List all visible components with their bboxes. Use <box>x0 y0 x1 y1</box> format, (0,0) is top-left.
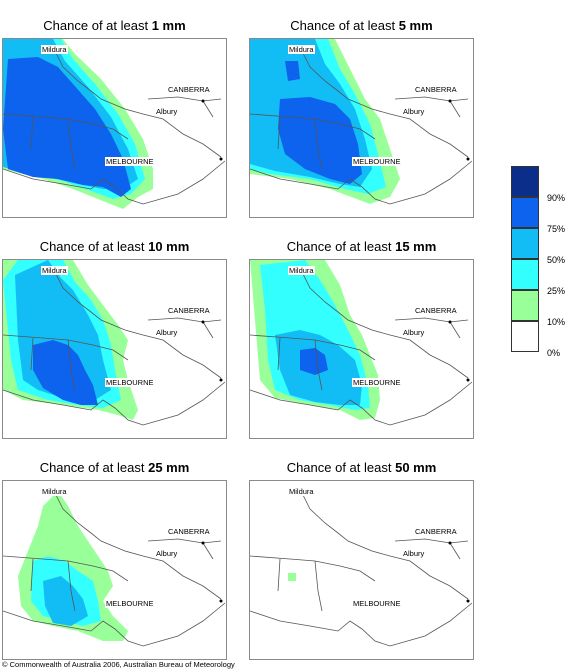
map-svg <box>3 39 226 209</box>
panel-title: Chance of at least 1 mm <box>43 18 186 33</box>
legend-swatch-25 <box>511 259 539 290</box>
legend-label-90: 90% <box>547 193 566 203</box>
legend-swatch-75 <box>511 197 539 228</box>
city-label-canberra: CANBERRA <box>414 85 458 94</box>
map-svg <box>250 492 473 647</box>
probability-fill <box>250 39 400 204</box>
rainfall-map-5mm: Mildura CANBERRA Albury MELBOURNE <box>249 38 474 218</box>
city-label-melbourne: MELBOURNE <box>352 378 402 387</box>
state-borders <box>250 492 473 647</box>
city-label-canberra: CANBERRA <box>414 306 458 315</box>
legend-label-10: 10% <box>547 317 566 327</box>
city-label-canberra: CANBERRA <box>414 527 458 536</box>
probability-fill <box>3 39 153 209</box>
panel-title: Chance of at least 15 mm <box>286 239 437 254</box>
rainfall-map-15mm: Mildura CANBERRA Albury MELBOURNE <box>249 259 474 439</box>
probability-fill <box>18 491 128 641</box>
legend-label-0: 0% <box>547 348 561 358</box>
city-label-albury: Albury <box>402 549 426 558</box>
city-label-melbourne: MELBOURNE <box>105 378 155 387</box>
city-label-albury: Albury <box>155 549 179 558</box>
map-svg <box>3 491 226 647</box>
state-borders <box>3 492 226 647</box>
legend-label-75: 75% <box>547 224 566 234</box>
city-label-melbourne: MELBOURNE <box>352 599 402 608</box>
rainfall-map-1mm: Mildura CANBERRA Albury MELBOURNE <box>2 38 227 218</box>
city-label-albury: Albury <box>155 107 179 116</box>
city-label-mildura: Mildura <box>41 487 68 496</box>
copyright-footer: © Commonwealth of Australia 2006, Austra… <box>2 660 235 669</box>
legend-label-25: 25% <box>547 286 566 296</box>
city-label-mildura: Mildura <box>288 45 315 54</box>
city-label-melbourne: MELBOURNE <box>105 157 155 166</box>
legend-swatch-10 <box>511 290 539 321</box>
panel-title: Chance of at least 25 mm <box>39 460 190 475</box>
rainfall-map-10mm: Mildura CANBERRA Albury MELBOURNE <box>2 259 227 439</box>
map-svg <box>250 260 473 426</box>
map-svg <box>3 260 226 426</box>
legend-label-50: 50% <box>547 255 566 265</box>
probability-fill <box>288 573 296 581</box>
probability-fill <box>3 260 138 420</box>
legend-swatch-50 <box>511 228 539 259</box>
rainfall-map-25mm: Mildura CANBERRA Albury MELBOURNE <box>2 480 227 660</box>
city-label-canberra: CANBERRA <box>167 85 211 94</box>
city-label-mildura: Mildura <box>288 487 315 496</box>
city-label-albury: Albury <box>402 328 426 337</box>
city-label-albury: Albury <box>402 107 426 116</box>
city-label-canberra: CANBERRA <box>167 527 211 536</box>
panel-title: Chance of at least 10 mm <box>39 239 190 254</box>
city-label-mildura: Mildura <box>41 45 68 54</box>
panel-title: Chance of at least 5 mm <box>290 18 433 33</box>
city-label-canberra: CANBERRA <box>167 306 211 315</box>
city-label-mildura: Mildura <box>41 266 68 275</box>
state-borders <box>250 271 473 426</box>
state-borders <box>250 50 473 205</box>
state-borders <box>3 271 226 426</box>
state-borders <box>3 50 226 205</box>
city-label-albury: Albury <box>155 328 179 337</box>
city-label-mildura: Mildura <box>288 266 315 275</box>
legend-swatch-0 <box>511 321 539 352</box>
panel-title: Chance of at least 50 mm <box>286 460 437 475</box>
city-label-melbourne: MELBOURNE <box>105 599 155 608</box>
city-label-melbourne: MELBOURNE <box>352 157 402 166</box>
legend-swatch-90 <box>511 166 539 197</box>
map-svg <box>250 39 473 205</box>
rainfall-map-50mm: Mildura CANBERRA Albury MELBOURNE <box>249 480 474 660</box>
